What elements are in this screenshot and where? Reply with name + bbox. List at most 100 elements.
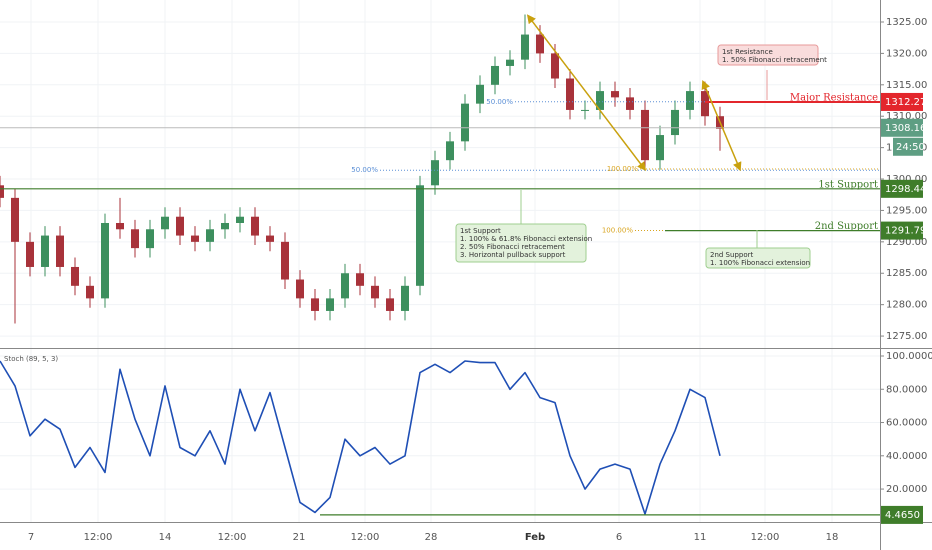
- annotation-line: 1. 50% Fibonacci retracement: [722, 56, 827, 64]
- candle-body: [0, 185, 4, 198]
- x-tick-label: 11: [694, 532, 707, 543]
- y-tick-label: 1290.00: [886, 237, 927, 248]
- y-tick-label: 60.0000: [886, 418, 927, 429]
- fib-label: 50.00%: [351, 166, 378, 174]
- countdown-label: 24:50: [896, 142, 925, 153]
- candle-body: [296, 279, 304, 299]
- level-name: Major Resistance: [790, 92, 878, 103]
- arrow: [526, 14, 647, 172]
- candle-body: [476, 84, 484, 104]
- annotation-line: 1. 100% Fibonacci extension: [710, 259, 810, 267]
- candle-body: [146, 229, 154, 249]
- candle-body: [251, 216, 259, 236]
- candle-body: [461, 103, 469, 142]
- candle-body: [491, 65, 499, 85]
- x-tick-label: 28: [425, 532, 438, 543]
- y-tick-label: 1310.00: [886, 111, 927, 122]
- candle-body: [581, 109, 589, 111]
- candle-body: [266, 235, 274, 242]
- candle-body: [401, 285, 409, 311]
- level-value: 1298.44: [885, 184, 926, 195]
- level-value: 1291.79: [885, 226, 926, 237]
- candle-body: [431, 160, 439, 186]
- annotation-title: 2nd Support: [710, 251, 753, 259]
- level-box: [881, 179, 923, 198]
- y-tick-label: 40.0000: [886, 451, 927, 462]
- candle-body: [686, 91, 694, 110]
- candle-body: [536, 34, 544, 54]
- level-value: 1312.27: [885, 97, 926, 108]
- annotation-line: 2. 50% Fibonacci retracement: [460, 243, 565, 251]
- candle-body: [26, 241, 34, 267]
- x-tick-label: 12:00: [751, 532, 780, 543]
- candle-body: [356, 273, 364, 286]
- candle-body: [611, 91, 619, 98]
- level-box: [881, 92, 923, 111]
- candle-body: [656, 135, 664, 161]
- candle-body: [551, 53, 559, 79]
- annotation-box: [455, 223, 587, 263]
- x-tick-label: 6: [616, 532, 622, 543]
- y-tick-label: 1285.00: [886, 268, 927, 279]
- y-tick-label: 1325.00: [886, 17, 927, 28]
- x-tick-label: 14: [159, 532, 172, 543]
- x-tick-label: 12:00: [84, 532, 113, 543]
- candle-body: [161, 216, 169, 230]
- countdown-box: [893, 137, 923, 156]
- last-price-label: 1308.16: [885, 123, 926, 134]
- candle-body: [446, 141, 454, 161]
- candle-body: [86, 285, 94, 299]
- candle-body: [281, 241, 289, 280]
- candle-body: [341, 273, 349, 299]
- candle-body: [566, 78, 574, 110]
- y-tick-label: 80.0000: [886, 384, 927, 395]
- candle-body: [326, 298, 334, 311]
- candle-body: [191, 235, 199, 242]
- x-tick-label: 12:00: [351, 532, 380, 543]
- y-tick-label: 100.0000: [886, 351, 932, 362]
- candle-body: [371, 285, 379, 299]
- x-tick-label: 21: [293, 532, 306, 543]
- annotation-line: 3. Horizontal pullback support: [460, 251, 566, 259]
- arrow: [701, 80, 742, 172]
- candle-body: [116, 222, 124, 230]
- annotation-box: [717, 44, 819, 66]
- annotation-title: 1st Resistance: [722, 48, 773, 56]
- annotation-line: 1. 100% & 61.8% Fibonacci extension: [460, 235, 592, 243]
- level-name: 2nd Support: [815, 221, 878, 232]
- fib-label: 100.00%: [602, 227, 633, 235]
- candle-body: [416, 185, 424, 286]
- y-tick-label: 1275.00: [886, 331, 927, 342]
- annotation-box: [705, 247, 811, 269]
- x-tick-label: 7: [28, 532, 34, 543]
- y-tick-label: 1315.00: [886, 80, 927, 91]
- candle-body: [311, 298, 319, 311]
- y-tick-label: 1300.00: [886, 174, 927, 185]
- x-tick-label: Feb: [525, 532, 545, 543]
- stoch-level-label: 4.4650: [885, 510, 920, 521]
- candle-body: [641, 109, 649, 161]
- fib-label: 100.00%: [607, 165, 638, 173]
- candle-body: [506, 59, 514, 66]
- candle-body: [206, 229, 214, 242]
- candle-body: [11, 197, 19, 242]
- candle-body: [56, 235, 64, 267]
- candle-body: [101, 222, 109, 299]
- stoch-level-box: [881, 505, 923, 524]
- candle-body: [626, 97, 634, 110]
- annotation-title: 1st Support: [460, 227, 501, 235]
- level-box: [881, 221, 923, 240]
- candle-body: [386, 298, 394, 311]
- x-tick-label: 18: [826, 532, 839, 543]
- x-tick-label: 12:00: [218, 532, 247, 543]
- candle-body: [671, 109, 679, 136]
- y-tick-label: 1295.00: [886, 205, 927, 216]
- fib-label: 50.00%: [486, 98, 513, 106]
- candle-body: [176, 216, 184, 236]
- stoch-line: [0, 360, 721, 515]
